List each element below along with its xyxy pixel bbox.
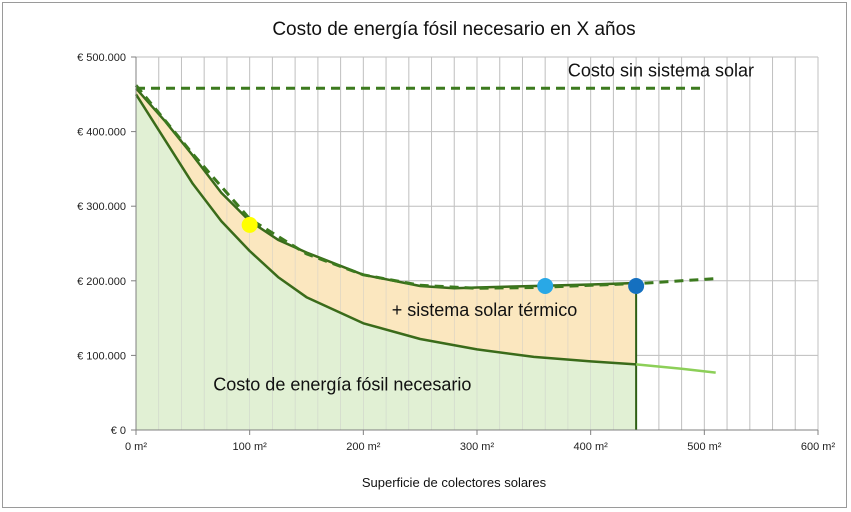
annotation-label: Costo sin sistema solar — [568, 60, 754, 80]
marker-point — [537, 278, 554, 295]
x-tick-label: 600 m² — [801, 441, 836, 453]
x-tick-label: 300 m² — [460, 441, 495, 453]
area-fossil-cost — [136, 94, 637, 431]
markers — [241, 216, 645, 295]
chart-title: Costo de energía fósil necesario en X añ… — [272, 19, 635, 40]
annotation-label: Costo de energía fósil necesario — [213, 374, 471, 394]
y-tick-label: € 300.000 — [77, 201, 126, 213]
tick-labels: € 0 € 100.000 € 200.000 € 300.000 € 400.000 €… — [77, 52, 835, 453]
marker-point — [628, 278, 645, 295]
y-tick-label: € 0 — [111, 425, 126, 437]
x-tick-label: 400 m² — [574, 441, 609, 453]
annotation-label: + sistema solar térmico — [392, 300, 578, 320]
x-axis-label: Superficie de colectores solares — [362, 475, 547, 490]
x-tick-label: 100 m² — [233, 441, 268, 453]
y-tick-label: € 400.000 — [77, 127, 126, 139]
y-tick-label: € 100.000 — [77, 350, 126, 362]
series-line-5 — [635, 363, 716, 374]
marker-point — [241, 216, 258, 233]
y-tick-label: € 500.000 — [77, 52, 126, 64]
x-tick-label: 0 m² — [125, 441, 147, 453]
annotations: Costo sin sistema solar + sistema solar t… — [213, 60, 754, 394]
y-tick-label: € 200.000 — [77, 276, 126, 288]
x-tick-label: 200 m² — [346, 441, 381, 453]
series-line-4 — [134, 93, 637, 366]
x-tick-label: 500 m² — [687, 441, 722, 453]
series-line-3 — [134, 84, 716, 290]
series-lines — [134, 84, 716, 430]
